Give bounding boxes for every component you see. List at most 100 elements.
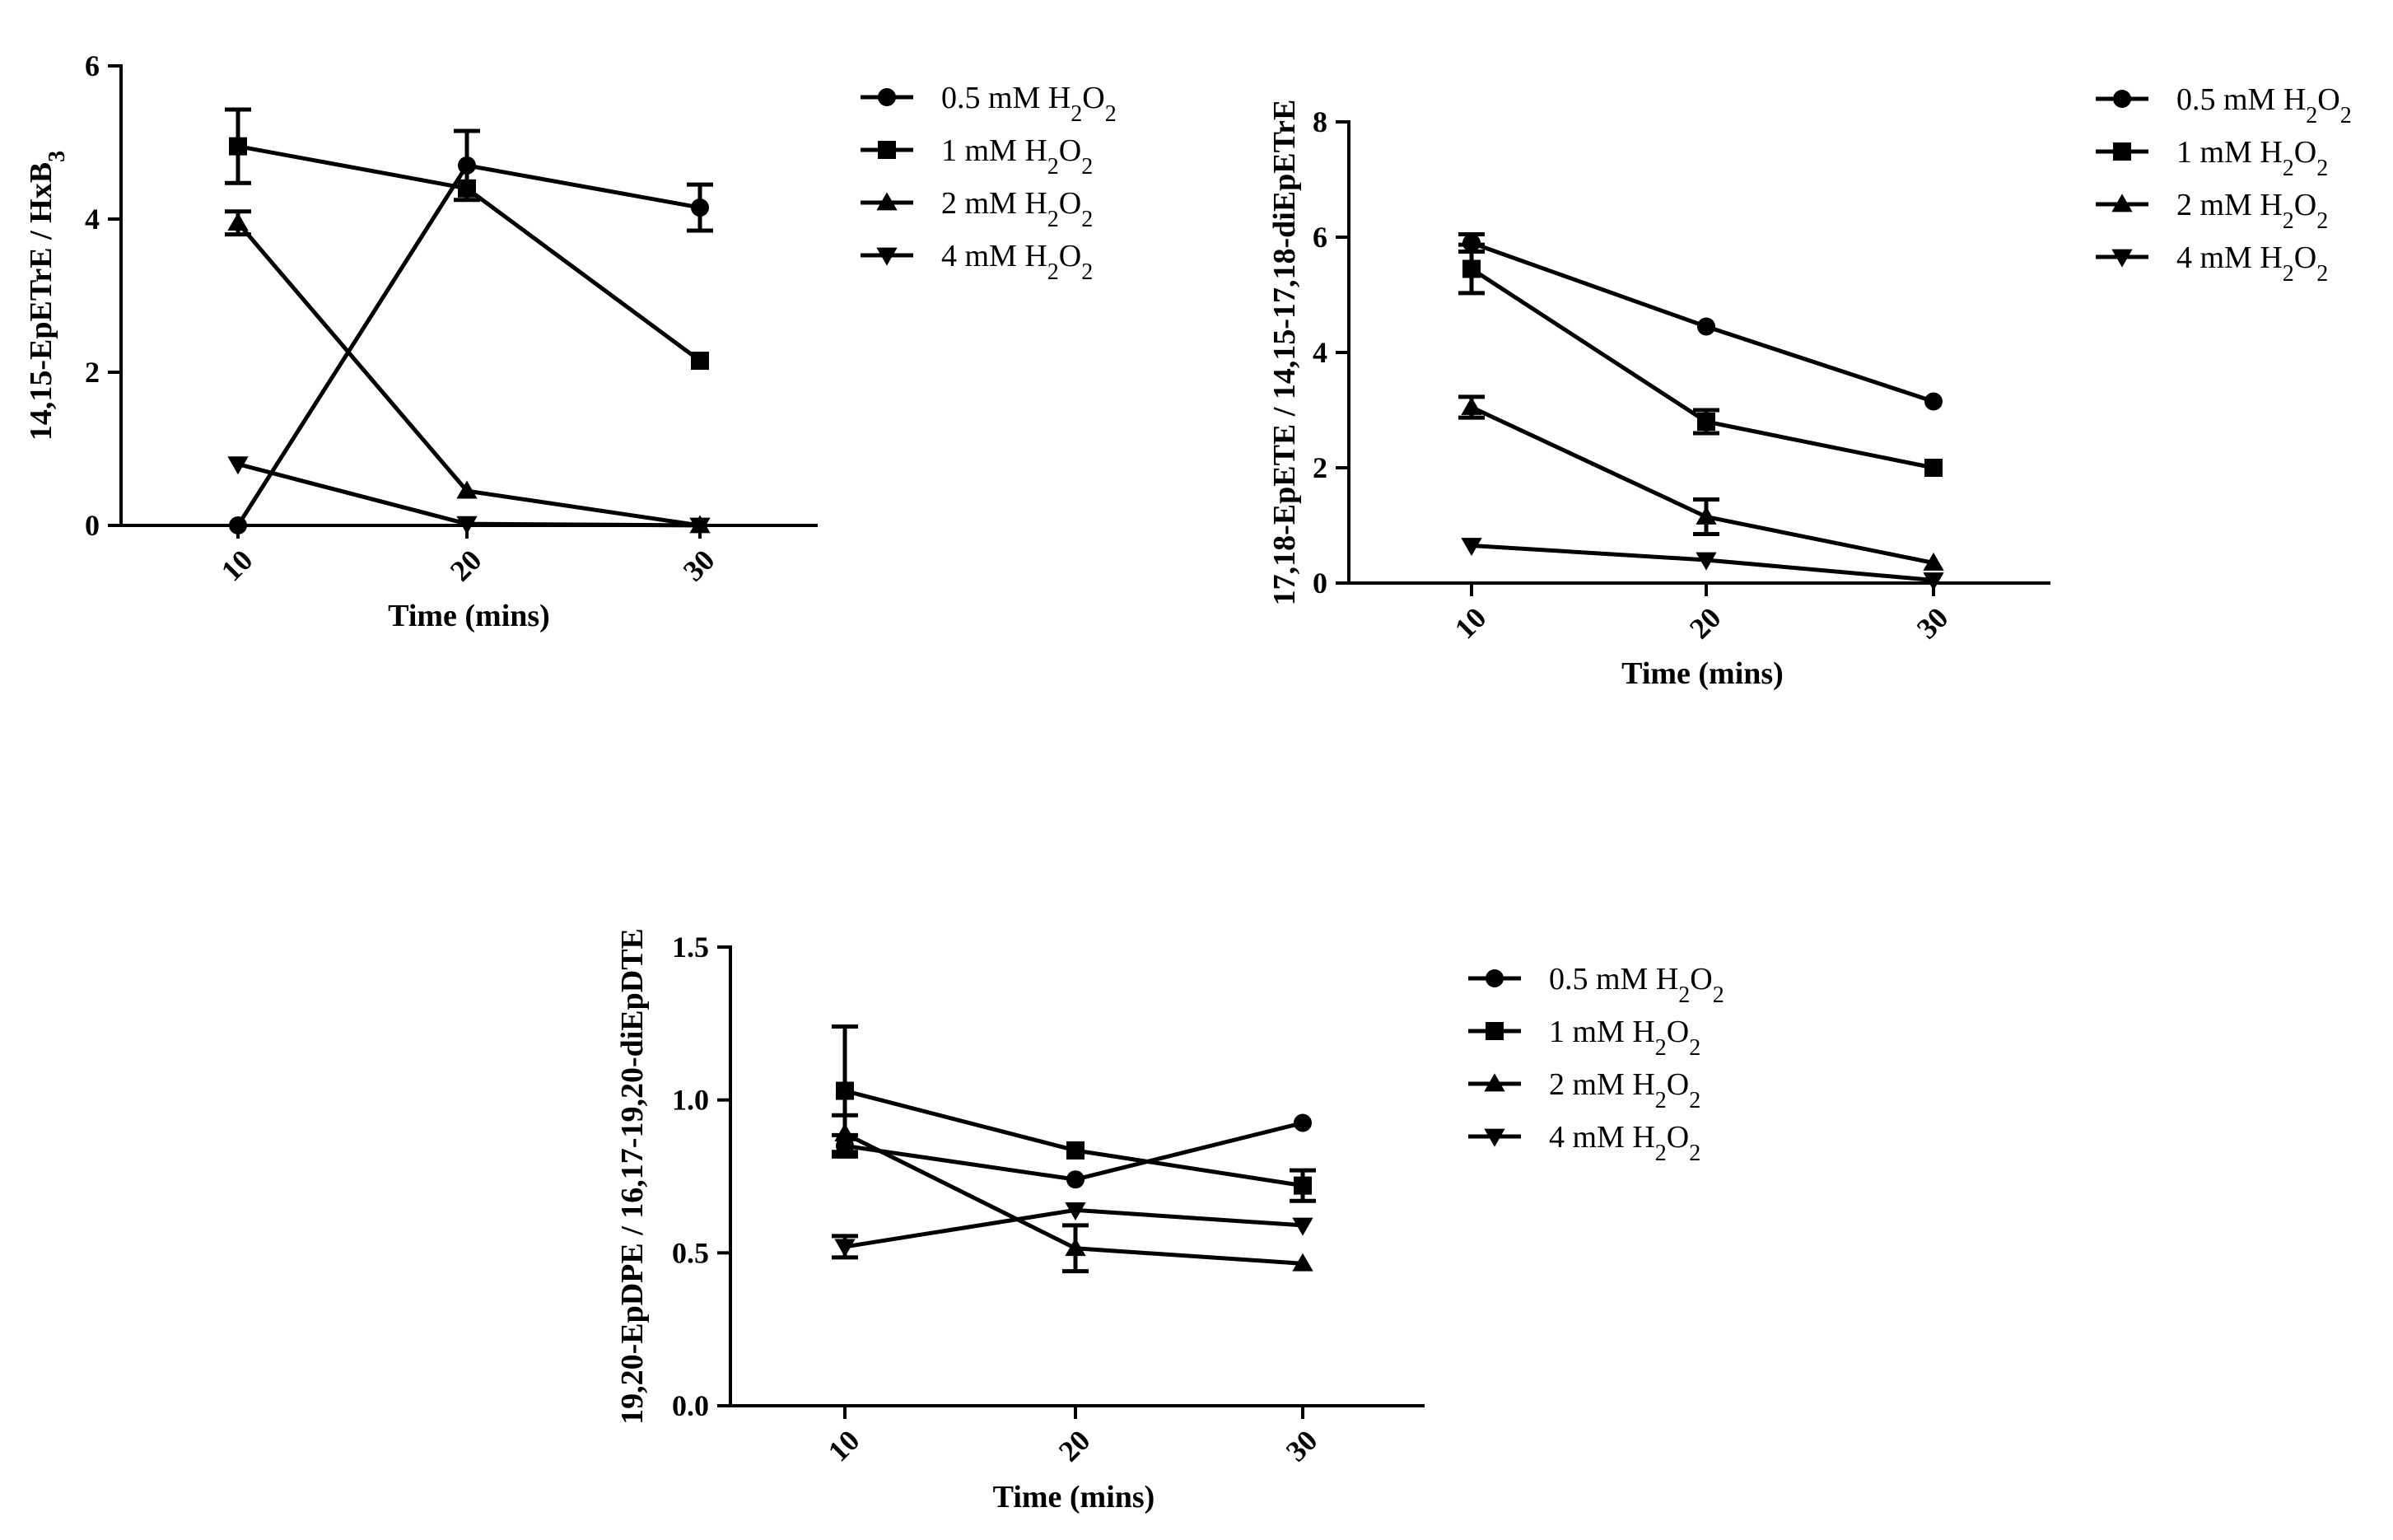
y-tick-label: 0 bbox=[1313, 567, 1327, 600]
legend-label: 4 mM H2O2 bbox=[2176, 240, 2328, 287]
data-point bbox=[1923, 552, 1944, 571]
legend-text-part: O bbox=[1059, 186, 1081, 221]
x-tick-label: 30 bbox=[1280, 1424, 1324, 1468]
x-tick-label: 20 bbox=[1683, 601, 1728, 646]
legend-subscript: 2 bbox=[2283, 208, 2294, 234]
legend-text-part: 4 mM H bbox=[1549, 1120, 1655, 1155]
legend-subscript: 2 bbox=[2283, 261, 2294, 287]
legend-label: 4 mM H2O2 bbox=[941, 239, 1093, 285]
legend-text-part: O bbox=[1667, 1015, 1689, 1049]
y-axis-title-subscript: 3 bbox=[44, 151, 70, 162]
legend-item: 1 mM H2O2 bbox=[861, 133, 1093, 180]
legend-subscript: 2 bbox=[1689, 1088, 1700, 1113]
legend-subscript: 2 bbox=[2283, 156, 2294, 181]
legend-subscript: 2 bbox=[2316, 261, 2328, 287]
legend-subscript: 2 bbox=[2316, 208, 2328, 234]
data-point bbox=[458, 179, 476, 198]
legend-label: 0.5 mM H2O2 bbox=[2176, 82, 2352, 128]
legend-item: 2 mM H2O2 bbox=[1468, 1067, 1700, 1113]
data-point bbox=[1924, 459, 1943, 477]
legend-marker bbox=[1484, 1128, 1505, 1147]
legend-text-part: O bbox=[1059, 133, 1081, 168]
legend-item: 0.5 mM H2O2 bbox=[1468, 962, 1724, 1008]
data-point bbox=[1696, 506, 1717, 525]
legend-item: 4 mM H2O2 bbox=[861, 239, 1093, 285]
data-point bbox=[1292, 1253, 1313, 1272]
data-point bbox=[1065, 1202, 1086, 1220]
series-4 bbox=[832, 1202, 1313, 1260]
legend-text-part: 1 mM H bbox=[2176, 135, 2283, 170]
legend-subscript: 2 bbox=[1081, 207, 1093, 232]
legend-subscript: 2 bbox=[1047, 207, 1059, 232]
legend-item: 2 mM H2O2 bbox=[861, 186, 1093, 232]
y-tick-label: 6 bbox=[1313, 221, 1327, 254]
legend-marker bbox=[2111, 194, 2133, 212]
legend-label: 1 mM H2O2 bbox=[2176, 135, 2328, 181]
data-point bbox=[227, 212, 249, 231]
data-point bbox=[1065, 1238, 1086, 1257]
legend-label: 1 mM H2O2 bbox=[941, 133, 1093, 180]
data-point bbox=[1294, 1113, 1312, 1132]
legend-text-part: O bbox=[2294, 240, 2316, 275]
legend-label: 0.5 mM H2O2 bbox=[941, 81, 1117, 127]
legend-marker bbox=[1484, 1073, 1505, 1092]
legend-text-part: 1 mM H bbox=[941, 133, 1047, 168]
legend-text-part: 0.5 mM H bbox=[1549, 962, 1678, 996]
legend-subscript: 2 bbox=[2340, 103, 2352, 128]
legend-marker bbox=[878, 141, 896, 159]
data-point bbox=[691, 352, 709, 371]
data-point bbox=[1066, 1141, 1085, 1160]
legend-subscript: 2 bbox=[1081, 154, 1093, 180]
x-axis-title: Time (mins) bbox=[993, 1480, 1155, 1514]
legend-text-part: 2 mM H bbox=[2176, 188, 2283, 222]
data-point bbox=[836, 1081, 854, 1100]
y-axis-title: 17,18-EpETE / 14,15-17,18-diEpETrE bbox=[1267, 100, 1302, 606]
legend-item: 4 mM H2O2 bbox=[2096, 240, 2328, 287]
legend-subscript: 2 bbox=[1689, 1141, 1700, 1166]
chart-panel-1: 0 2 4 6 10 20 30 Time (mins) 14,15-EpETrE / HxB3… bbox=[24, 49, 1117, 633]
data-point bbox=[1461, 396, 1482, 415]
data-point bbox=[456, 480, 478, 499]
legend-text-part: 4 mM H bbox=[941, 239, 1047, 273]
legend-label: 2 mM H2O2 bbox=[941, 186, 1093, 232]
y-axis-title: 14,15-EpETrE / HxB3 bbox=[24, 151, 70, 441]
legend-subscript: 2 bbox=[1689, 1035, 1700, 1061]
data-point bbox=[1697, 413, 1715, 431]
legend-item: 2 mM H2O2 bbox=[2096, 188, 2328, 234]
legend-text-part: O bbox=[1059, 239, 1081, 273]
series-line bbox=[236, 222, 701, 528]
data-point bbox=[1696, 552, 1717, 571]
legend-subscript: 2 bbox=[1081, 259, 1093, 285]
data-point bbox=[834, 1122, 856, 1141]
y-tick-label: 1.0 bbox=[672, 1084, 709, 1117]
y-tick-label: 1.5 bbox=[672, 931, 709, 964]
x-tick-label: 10 bbox=[215, 544, 259, 588]
series-2 bbox=[1458, 242, 1943, 477]
x-tick-label: 20 bbox=[444, 544, 488, 588]
y-axis-title: 19,20-EpDPE / 16,17-19,20-diEpDTE bbox=[615, 928, 650, 1425]
legend-text-part: O bbox=[1667, 1067, 1689, 1102]
legend-text-part: 2 mM H bbox=[1549, 1067, 1655, 1102]
x-tick-label: 30 bbox=[1910, 601, 1955, 646]
x-axis-title: Time (mins) bbox=[388, 599, 550, 633]
data-point bbox=[1924, 392, 1943, 411]
legend-text-part: O bbox=[1082, 81, 1104, 115]
data-point bbox=[229, 516, 247, 534]
legend-subscript: 2 bbox=[1655, 1035, 1667, 1061]
legend-marker bbox=[876, 247, 898, 266]
x-tick-label: 20 bbox=[1052, 1424, 1097, 1468]
y-tick-label: 6 bbox=[85, 49, 100, 82]
legend-subscript: 2 bbox=[1071, 101, 1082, 127]
legend-label: 1 mM H2O2 bbox=[1549, 1015, 1700, 1061]
legend-marker bbox=[2111, 249, 2133, 268]
data-point bbox=[1461, 538, 1482, 557]
x-tick-label: 10 bbox=[822, 1424, 866, 1468]
y-tick-label: 0.0 bbox=[672, 1389, 709, 1422]
legend-text-part: O bbox=[1690, 962, 1712, 996]
legend-item: 4 mM H2O2 bbox=[1468, 1120, 1700, 1166]
legend-text-part: 0.5 mM H bbox=[941, 81, 1071, 115]
y-tick-label: 4 bbox=[1313, 336, 1327, 369]
y-tick-label: 8 bbox=[1313, 105, 1327, 138]
